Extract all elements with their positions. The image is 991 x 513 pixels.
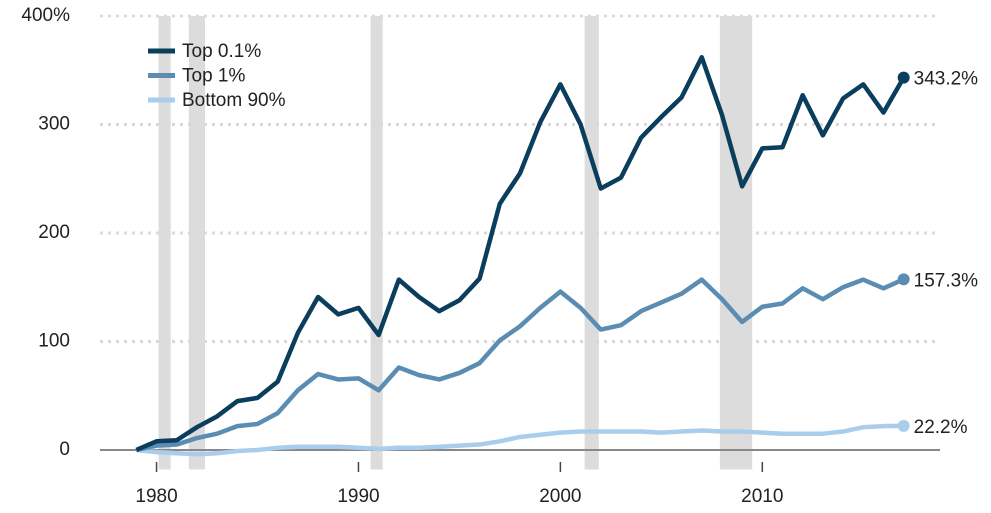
recession-band [158,16,171,470]
series-line [136,423,904,457]
recession-band [584,16,599,470]
legend-label: Bottom 90% [182,90,286,111]
recession-band [370,16,383,470]
recession-band [719,16,753,470]
recession-band [188,16,205,470]
end-label: 343.2% [914,69,979,90]
series-line [135,54,906,453]
end-point [897,71,910,84]
x-tick-label: 2010 [741,486,783,507]
y-tick-label: 0 [59,439,70,460]
y-tick-label: 100 [38,330,70,351]
x-tick-label: 1990 [337,486,379,507]
y-tick-label: 200 [38,222,70,243]
x-tick-label: 2000 [539,486,581,507]
y-tick-label: 400% [21,5,70,26]
end-label: 157.3% [914,270,979,291]
x-tick-label: 1980 [135,486,177,507]
end-label: 22.2% [914,417,968,438]
y-tick-label: 300 [38,114,70,135]
legend-label: Top 0.1% [182,41,261,62]
end-point [897,419,910,432]
legend-label: Top 1% [182,66,245,87]
series-line [135,277,905,453]
end-point [897,273,910,286]
